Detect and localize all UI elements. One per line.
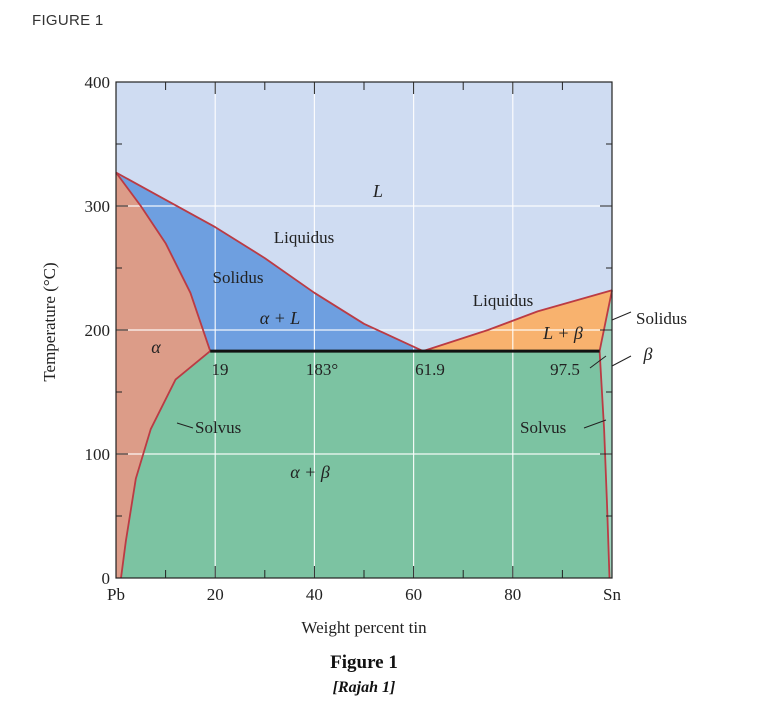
- curve-label-solidus-left: Solidus: [212, 268, 263, 287]
- figure-caption-alt: [Rajah 1]: [333, 679, 396, 696]
- eutectic-composition-97-5: 97.5: [550, 360, 580, 379]
- eutectic-temperature-label: 183°: [306, 360, 338, 379]
- region-alpha-plus-beta: [121, 351, 610, 578]
- x-tick-label-Sn: Sn: [603, 585, 621, 604]
- curve-solvus-right: [598, 351, 611, 579]
- region-label-L: L: [372, 181, 383, 201]
- grid-layer: [116, 82, 612, 578]
- region-label-alpha: α: [151, 337, 161, 357]
- curve-label-solidus-right: Solidus: [636, 309, 687, 328]
- curve-label-solvus-right: Solvus: [520, 418, 566, 437]
- leader-solidus-right: [611, 311, 632, 321]
- figure-caption: Figure 1: [330, 652, 398, 673]
- y-tick-label-400: 400: [85, 73, 111, 92]
- curves-layer: [115, 171, 613, 579]
- leader-solvus-right: [583, 419, 607, 429]
- y-tick-label-300: 300: [85, 197, 111, 216]
- y-tick-label-200: 200: [85, 321, 111, 340]
- x-tick-label-20: 20: [207, 585, 224, 604]
- figure-header: FIGURE 1: [32, 12, 104, 29]
- curve-label-solvus-left: Solvus: [195, 418, 241, 437]
- x-tick-label-Pb: Pb: [107, 585, 125, 604]
- curve-liquidus-left: [115, 171, 424, 352]
- y-tick-label-0: 0: [102, 569, 111, 588]
- x-tick-label-60: 60: [405, 585, 422, 604]
- region-label-alpha-plus-beta: α + β: [290, 462, 330, 482]
- curve-label-liquidus-right: Liquidus: [473, 291, 533, 310]
- y-axis-label: Temperature (°C): [40, 262, 59, 381]
- region-beta: [599, 290, 612, 578]
- curve-solvus-left: [120, 350, 211, 579]
- region-label-alpha-plus-L: α + L: [260, 308, 301, 328]
- ticks-layer: Pb 20 40 60 80 Sn 0 100 200 300 400: [85, 73, 622, 604]
- y-tick-label-100: 100: [85, 445, 111, 464]
- curve-solidus-right: [598, 290, 613, 352]
- region-label-beta: β: [643, 344, 653, 364]
- curve-label-liquidus-left: Liquidus: [274, 228, 334, 247]
- curve-solidus-left: [115, 171, 212, 352]
- curve-liquidus-right: [422, 289, 613, 352]
- leader-beta: [611, 355, 632, 367]
- region-alpha: [116, 172, 211, 578]
- x-tick-label-40: 40: [306, 585, 323, 604]
- eutectic-composition-61-9: 61.9: [415, 360, 445, 379]
- x-tick-label-80: 80: [504, 585, 521, 604]
- eutectic-composition-19: 19: [212, 360, 229, 379]
- leader-97-5: [589, 355, 607, 369]
- leader-solvus-left: [176, 422, 194, 429]
- region-label-L-plus-beta: L + β: [542, 323, 583, 343]
- x-axis-label: Weight percent tin: [301, 618, 427, 637]
